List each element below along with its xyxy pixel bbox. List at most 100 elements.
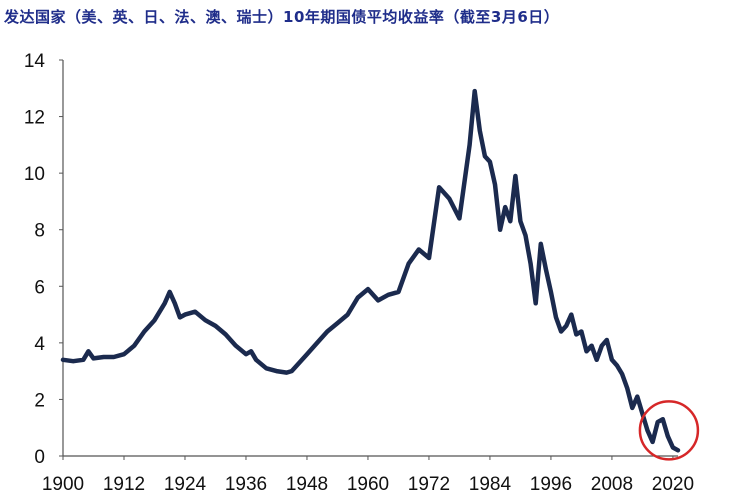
data-point [173, 301, 177, 305]
data-point [478, 129, 482, 133]
data-point [376, 298, 380, 303]
x-tick-label: 1900 [42, 474, 84, 495]
data-point [152, 318, 157, 322]
data-point [635, 395, 639, 399]
data-point [396, 290, 401, 294]
data-point [503, 205, 507, 209]
data-point [666, 434, 670, 438]
y-axis-ticks: 0 2 4 6 8 10 12 14 [24, 51, 63, 468]
data-point [615, 363, 619, 368]
data-point [518, 219, 523, 223]
data-point [620, 372, 624, 376]
data-point [529, 262, 533, 266]
x-tick-label: 1984 [469, 474, 512, 495]
data-point [325, 329, 329, 334]
data-point [579, 329, 584, 334]
data-point [534, 301, 538, 305]
data-point [483, 154, 487, 158]
data-point [295, 363, 299, 368]
x-tick-label: 1996 [530, 474, 572, 495]
x-tick-label: 1960 [347, 474, 389, 495]
data-point [61, 358, 65, 362]
data-point [640, 411, 645, 416]
data-point [142, 329, 146, 334]
highlight-circle [638, 400, 700, 461]
data-point [168, 290, 172, 294]
data-point [457, 216, 462, 220]
data-point [513, 174, 517, 178]
data-point [676, 448, 680, 452]
data-point [427, 256, 431, 260]
data-point [102, 355, 106, 359]
data-point [554, 315, 558, 319]
data-point [305, 352, 309, 356]
data-point [569, 312, 573, 317]
data-point [193, 310, 197, 314]
y-tick-label: 14 [24, 51, 46, 72]
x-tick-label: 1936 [225, 474, 267, 495]
data-point [213, 324, 218, 328]
data-point [356, 296, 360, 300]
series-line [60, 88, 681, 453]
data-point [447, 197, 451, 201]
highlight-group [638, 400, 700, 461]
y-tick-label: 8 [34, 221, 45, 242]
data-point [610, 358, 614, 362]
data-point [71, 359, 75, 363]
data-point [249, 349, 253, 353]
data-point [600, 344, 604, 348]
data-point [234, 344, 238, 348]
data-point [132, 344, 136, 348]
y-tick-label: 12 [24, 108, 45, 129]
data-point [468, 143, 472, 147]
y-tick-label: 4 [34, 334, 45, 355]
data-point [163, 301, 167, 305]
data-point [437, 185, 441, 189]
data-point [254, 358, 258, 362]
x-tick-label: 2008 [591, 474, 633, 495]
data-point [493, 182, 497, 187]
data-point [244, 352, 248, 356]
data-point [671, 445, 675, 450]
x-axis-ticks: 1900 1912 1924 1936 1948 1960 1972 1984 1996 2008… [42, 456, 694, 495]
chart-title: 发达国家（美、英、日、法、澳、瑞士）10年期国债平均收益率（截至3月6日） [4, 8, 560, 26]
data-point [523, 233, 528, 237]
x-tick-label: 1912 [103, 474, 145, 495]
data-point [630, 406, 634, 410]
data-point [183, 312, 187, 317]
data-point [584, 349, 589, 353]
chart-axes [62, 60, 678, 457]
data-point [91, 356, 96, 361]
data-point [488, 160, 492, 164]
data-point [473, 89, 477, 93]
data-point [335, 321, 340, 325]
data-point [574, 332, 578, 336]
data-point [86, 349, 91, 353]
data-point [224, 332, 228, 336]
data-point [290, 369, 294, 373]
data-point [366, 287, 370, 291]
data-point [498, 228, 502, 232]
data-point [559, 329, 563, 334]
data-point [346, 312, 350, 317]
data-point [605, 338, 609, 342]
x-tick-label: 1972 [408, 474, 450, 495]
data-point [274, 369, 279, 373]
data-point [656, 420, 660, 424]
data-point [539, 242, 543, 246]
y-tick-label: 0 [34, 447, 45, 468]
series-group [60, 88, 681, 453]
y-tick-label: 2 [34, 390, 45, 411]
data-point [81, 358, 85, 362]
data-point [407, 262, 411, 266]
data-point [564, 324, 568, 328]
data-point [589, 344, 594, 348]
data-point [544, 267, 548, 271]
data-point [661, 417, 665, 421]
data-point [595, 358, 599, 362]
data-point [508, 219, 512, 223]
x-tick-label: 1948 [286, 474, 328, 495]
y-tick-label: 6 [34, 277, 45, 298]
data-point [264, 366, 268, 370]
